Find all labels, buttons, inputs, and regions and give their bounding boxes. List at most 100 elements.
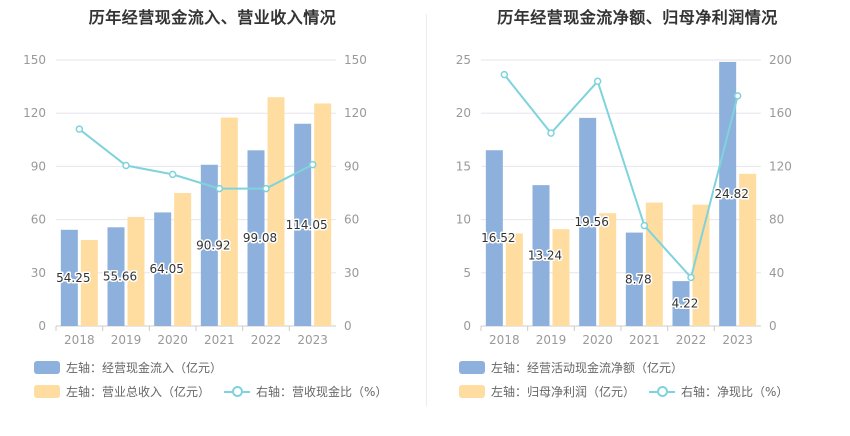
ratio-point — [640, 221, 649, 230]
y-right-tick-label: 60 — [344, 213, 359, 227]
bar-data-label: 13.24 — [528, 249, 562, 263]
bar-primary — [60, 229, 78, 326]
legend-item[interactable]: 左轴：经营现金流入（亿元） — [34, 359, 222, 376]
chart-title: 历年经营现金流净额、归母净利润情况 — [497, 8, 778, 27]
legend-item[interactable]: 右轴：净现比（%） — [649, 383, 788, 400]
ratio-point — [733, 92, 742, 100]
y-left-tick-label: 5 — [463, 266, 471, 280]
ratio-point — [687, 273, 695, 282]
bar-secondary — [267, 97, 285, 327]
bar-data-label: 24.82 — [714, 187, 748, 201]
y-right-tick-label: 200 — [769, 53, 792, 67]
bar-primary — [672, 281, 690, 326]
bar-data-label: 4.22 — [672, 297, 699, 311]
chart-panel-right: 历年经营现金流净额、归母净利润情况 0 0 5 40 10 80 15 120 20 160 25 2… — [425, 0, 850, 436]
bar-secondary — [505, 233, 523, 326]
x-tick-label: 2019 — [536, 333, 567, 347]
y-left-tick-label: 10 — [456, 213, 471, 227]
bar-secondary — [80, 239, 98, 326]
bar-data-label: 99.08 — [243, 231, 277, 245]
ratio-point — [122, 161, 130, 170]
bar-secondary — [220, 117, 238, 326]
x-tick-label: 2020 — [582, 333, 613, 347]
bar-data-label: 55.66 — [103, 270, 137, 284]
bar-secondary — [552, 229, 570, 326]
bar-data-label: 8.78 — [625, 272, 652, 286]
y-left-tick-label: 25 — [456, 53, 471, 67]
y-left-tick-label: 0 — [38, 319, 46, 333]
bar-primary — [154, 212, 172, 326]
x-tick-label: 2018 — [489, 333, 520, 347]
bar-secondary — [127, 216, 145, 326]
x-tick-label: 2020 — [157, 333, 188, 347]
y-left-tick-label: 20 — [456, 106, 471, 120]
bar-secondary — [692, 204, 710, 326]
ratio-point — [168, 170, 177, 179]
x-tick-label: 2018 — [64, 333, 95, 347]
legend-line-swatch — [649, 384, 676, 398]
bar-data-label: 19.56 — [574, 215, 608, 229]
legend-row-1: 左轴：经营活动现金流净额（亿元） — [459, 359, 697, 375]
bar-secondary — [314, 103, 332, 327]
panel-divider — [426, 14, 427, 406]
legend-label: 左轴：经营活动现金流净额（亿元） — [491, 360, 684, 375]
x-tick-label: 2022 — [251, 333, 282, 347]
y-right-tick-label: 0 — [344, 319, 352, 333]
chart-plot: 0 0 5 40 10 80 15 120 20 160 25 200 2018 2019 2020 2021… — [456, 53, 792, 347]
ratio-point — [308, 160, 317, 169]
bar-secondary — [645, 202, 663, 326]
bar-primary — [579, 117, 597, 327]
y-right-tick-label: 0 — [769, 319, 777, 333]
bar-primary — [247, 150, 265, 326]
y-right-tick-label: 30 — [344, 266, 359, 280]
legend-swatch — [459, 384, 485, 398]
ratio-point — [593, 77, 602, 86]
y-left-tick-label: 60 — [31, 213, 46, 227]
y-right-tick-label: 120 — [344, 106, 367, 120]
y-left-tick-label: 150 — [23, 53, 46, 67]
bar-secondary — [599, 213, 617, 326]
bar-primary — [625, 232, 643, 326]
y-right-tick-label: 120 — [769, 159, 792, 173]
legend-label: 右轴：营收现金比（%） — [256, 384, 388, 399]
bar-data-label: 54.25 — [56, 271, 90, 285]
x-tick-label: 2023 — [297, 333, 328, 347]
chart-panel-left: 历年经营现金流入、营业收入情况 0 0 30 30 60 60 90 90 120 120 150 1… — [23, 8, 387, 400]
ratio-line — [503, 74, 739, 280]
x-tick-label: 2019 — [111, 333, 142, 347]
y-left-tick-label: 0 — [463, 319, 471, 333]
legend-item[interactable]: 左轴：经营活动现金流净额（亿元） — [459, 359, 683, 376]
bar-primary — [107, 227, 125, 326]
x-tick-label: 2023 — [722, 333, 753, 347]
bar-secondary — [174, 193, 192, 326]
legend-line-swatch — [224, 384, 251, 398]
legend-swatch — [34, 360, 60, 374]
y-right-tick-label: 40 — [769, 266, 784, 280]
y-left-tick-label: 90 — [31, 159, 46, 173]
bar-data-label: 16.52 — [481, 231, 515, 245]
legend-label: 右轴：净现比（%） — [681, 384, 789, 399]
ratio-point — [547, 129, 555, 137]
bar-data-label: 64.05 — [149, 262, 183, 276]
y-right-tick-label: 150 — [344, 53, 367, 67]
legend-row-1: 左轴：经营现金流入（亿元） — [34, 359, 236, 375]
y-left-tick-label: 15 — [456, 159, 471, 173]
y-left-tick-label: 30 — [31, 266, 46, 280]
legend-swatch — [459, 360, 485, 374]
ratio-line — [78, 128, 314, 190]
bar-data-label: 90.92 — [196, 238, 230, 252]
bar-primary — [200, 164, 218, 326]
ratio-point — [262, 184, 270, 193]
y-right-tick-label: 80 — [769, 213, 784, 227]
legend-item[interactable]: 左轴：营业总收入（亿元） — [34, 383, 210, 400]
y-right-tick-label: 160 — [769, 106, 792, 120]
legend-label: 左轴：经营现金流入（亿元） — [66, 360, 223, 375]
chart-plot: 0 0 30 30 60 60 90 90 120 120 150 150 2018 2019 2020 20… — [23, 53, 367, 347]
bar-data-label: 114.05 — [286, 218, 328, 232]
bar-primary — [485, 150, 503, 326]
legend-item[interactable]: 左轴：归母净利润（亿元） — [459, 383, 635, 400]
legend-swatch — [34, 384, 60, 398]
bar-primary — [294, 123, 312, 326]
legend-item[interactable]: 右轴：营收现金比（%） — [224, 383, 387, 400]
ratio-point — [500, 70, 509, 79]
